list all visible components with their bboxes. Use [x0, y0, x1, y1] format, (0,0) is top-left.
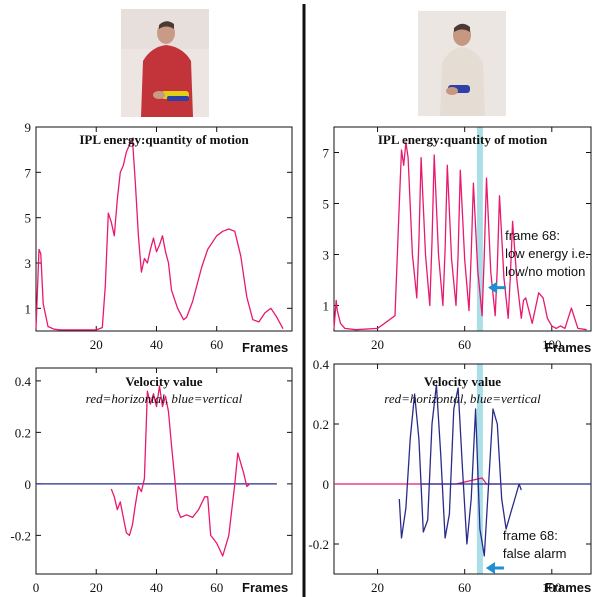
annotation-arrow-head: [485, 562, 495, 574]
annotation-text: low/no motion: [505, 264, 585, 279]
left-person-photo: [121, 9, 209, 117]
x-tick-label: 60: [210, 337, 223, 352]
x-tick-label: 100: [542, 337, 562, 352]
annotation-text: low energy i.e.: [505, 246, 589, 261]
chart-title: IPL energy:quantity of motion: [79, 132, 249, 147]
y-tick-label: 3: [25, 256, 32, 271]
y-tick-label: 9: [25, 120, 32, 135]
x-axis-label: Frames: [242, 580, 288, 595]
plot-frame: [35, 367, 293, 575]
x-tick-label: 20: [371, 580, 384, 595]
x-tick-label: 60: [458, 580, 471, 595]
x-tick-label: 20: [371, 337, 384, 352]
x-axis-label: Frames: [545, 340, 591, 355]
series-line: [334, 477, 500, 485]
y-tick-label: 5: [25, 211, 32, 226]
y-tick-label: 7: [323, 146, 330, 161]
chart-title: Velocity value: [424, 374, 501, 389]
x-tick-label: 40: [150, 580, 163, 595]
x-tick-label: 20: [90, 580, 103, 595]
x-axis-label: Frames: [545, 580, 591, 595]
x-tick-label: 60: [458, 337, 471, 352]
x-tick-label: 40: [150, 337, 163, 352]
x-tick-label: 20: [90, 337, 103, 352]
y-tick-label: 0.2: [313, 417, 329, 432]
chart-title: Velocity value: [125, 374, 202, 389]
x-axis-label: Frames: [242, 340, 288, 355]
y-tick-label: 7: [25, 165, 32, 180]
plot-frame: [333, 363, 592, 575]
velocity-chart-left: 0.4 0.2 0 -0.2 0 20 40 60 Frames Velocity value re…: [10, 367, 293, 595]
series-line: [35, 137, 284, 331]
y-tick-label: 1: [323, 299, 330, 314]
chart-subtitle: red=horizontal, blue=vertical: [86, 391, 243, 406]
series-line: [398, 384, 522, 557]
highlight-band: [476, 127, 483, 331]
chart-subtitle: red=horizontal, blue=vertical: [384, 391, 541, 406]
y-tick-label: 3: [323, 248, 330, 263]
chart-title: IPL energy:quantity of motion: [378, 132, 548, 147]
right-person-photo: [418, 11, 506, 116]
plot-frame: [333, 126, 592, 332]
annotation-text: frame 68:: [503, 528, 558, 543]
y-tick-label: 0.4: [313, 357, 330, 372]
highlight-band: [476, 364, 483, 574]
plot-frame: [35, 126, 293, 332]
y-tick-label: 1: [25, 301, 32, 316]
annotation-arrow-head: [488, 281, 498, 294]
series-line: [333, 141, 587, 331]
y-tick-label: 0: [25, 477, 32, 492]
y-tick-label: 0: [323, 477, 330, 492]
x-tick-label: 100: [542, 580, 562, 595]
y-tick-label: -0.2: [308, 537, 329, 552]
energy-chart-left: 1 3 5 7 9 20 40 60 Frames IPL energy:quantity of …: [25, 120, 293, 355]
y-tick-label: 5: [323, 197, 330, 212]
x-tick-label: 60: [210, 580, 223, 595]
x-tick-label: 0: [33, 580, 40, 595]
y-tick-label: -0.2: [10, 528, 31, 543]
series-line: [110, 385, 251, 557]
y-tick-label: 0.2: [15, 425, 31, 440]
annotation-text: frame 68:: [505, 228, 560, 243]
y-tick-label: 0.4: [15, 374, 32, 389]
annotation-text: false alarm: [503, 546, 567, 561]
